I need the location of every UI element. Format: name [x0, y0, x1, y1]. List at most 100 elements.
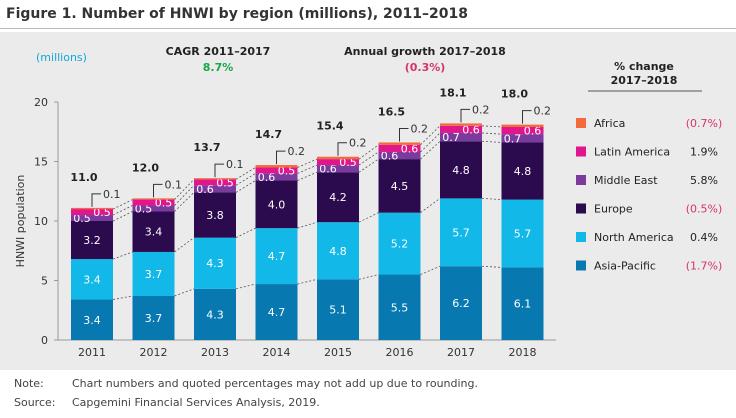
- total-label: 18.0: [501, 88, 528, 101]
- legend-label: North America: [594, 231, 674, 244]
- connector-line: [112, 251, 133, 260]
- bar-segment-africa: [255, 165, 298, 168]
- bar-segment-middle-east: [255, 173, 298, 181]
- bar-segment-latin-america: [194, 179, 236, 186]
- bar-segment-africa: [501, 124, 544, 127]
- bar-segment-latin-america: [255, 167, 298, 174]
- x-tick-label: 2017: [447, 346, 475, 359]
- legend-swatch: [576, 232, 586, 242]
- legend-change: (0.7%): [686, 117, 723, 130]
- connector-line: [235, 180, 256, 193]
- data-label: 4.8: [514, 165, 532, 178]
- bar-segment-asia-pacific: [255, 284, 298, 340]
- callout-line: [399, 127, 409, 142]
- bar-segment-africa: [132, 198, 175, 200]
- bar-segment-africa: [440, 123, 482, 126]
- bar-segment-north-america: [440, 198, 482, 267]
- bar-segment-north-america: [378, 212, 421, 275]
- data-label: 5.1: [329, 304, 347, 317]
- annual-growth-label: Annual growth 2017–2018: [344, 45, 506, 58]
- legend-label: Europe: [594, 203, 633, 216]
- y-axis-label: HNWI population: [14, 175, 27, 268]
- data-label: 0.5: [155, 197, 173, 210]
- y-tick-label: 20: [34, 96, 48, 109]
- bar-segment-latin-america: [501, 126, 544, 135]
- bar-segment-north-america: [317, 222, 359, 280]
- callout-line: [522, 110, 532, 124]
- data-label: 3.4: [83, 273, 101, 286]
- callout-line: [337, 142, 347, 156]
- africa-data-label: 0.1: [226, 158, 244, 171]
- bar-segment-europe: [132, 211, 175, 252]
- connector-line: [420, 198, 441, 213]
- source-label: Source:: [14, 396, 56, 409]
- connector-line: [358, 144, 379, 160]
- connector-line: [420, 125, 441, 146]
- legend-header-line1: % change: [614, 60, 674, 73]
- connector-line: [420, 140, 441, 160]
- bar-segment-north-america: [71, 259, 113, 300]
- data-label: 3.8: [206, 209, 224, 222]
- bar-segment-north-america: [255, 228, 298, 285]
- data-label: 0.6: [258, 171, 276, 184]
- data-label: 4.7: [268, 250, 286, 263]
- connector-line: [358, 158, 379, 173]
- connector-line: [174, 185, 195, 206]
- connector-line: [358, 212, 379, 223]
- bar-segment-asia-pacific: [71, 299, 113, 340]
- bar-segment-latin-america: [132, 199, 175, 206]
- bar-segment-asia-pacific: [194, 288, 236, 340]
- africa-data-label: 0.2: [411, 122, 429, 135]
- data-label: 5.5: [391, 301, 409, 314]
- callout-line: [91, 193, 101, 207]
- bar-segment-africa: [71, 207, 113, 210]
- data-label: 6.1: [514, 298, 532, 311]
- title-divider: [0, 28, 736, 29]
- note-line: Note: Chart numbers and quoted percentage…: [14, 377, 478, 390]
- bar-segment-asia-pacific: [378, 274, 421, 340]
- data-label: 0.6: [319, 163, 337, 176]
- connector-line: [112, 295, 133, 300]
- legend-swatch: [576, 203, 586, 214]
- data-label: 0.5: [339, 156, 357, 169]
- connector-line: [358, 274, 379, 280]
- connector-line: [297, 171, 318, 181]
- bar-segment-middle-east: [71, 215, 113, 221]
- legend-change: 0.4%: [690, 231, 718, 244]
- connector-line: [174, 179, 195, 200]
- legend-swatch: [576, 146, 586, 157]
- source-line: Source: Capgemini Financial Services Anal…: [14, 396, 320, 409]
- total-label: 11.0: [70, 171, 97, 184]
- x-tick-label: 2014: [263, 346, 291, 359]
- connector-line: [420, 265, 441, 275]
- total-label: 18.1: [439, 86, 466, 99]
- africa-data-label: 0.2: [288, 145, 306, 158]
- data-label: 4.3: [206, 257, 224, 270]
- chart-panel: [0, 32, 736, 370]
- connector-line: [420, 132, 441, 153]
- connector-line: [297, 221, 318, 229]
- bar-segment-north-america: [501, 199, 544, 268]
- bar-segment-latin-america: [317, 159, 359, 166]
- bar-segment-europe: [71, 221, 113, 260]
- y-tick-label: 15: [34, 156, 48, 169]
- bar-segment-asia-pacific: [132, 295, 175, 340]
- bar-segment-europe: [255, 180, 298, 229]
- bar-segment-europe: [317, 172, 359, 223]
- data-label: 4.3: [206, 308, 224, 321]
- data-label: 5.2: [391, 238, 409, 251]
- bar-segment-europe: [194, 192, 236, 238]
- bar-segment-middle-east: [378, 151, 421, 160]
- legend-change: (0.5%): [686, 203, 723, 216]
- connector-line: [481, 140, 502, 143]
- data-label: 3.4: [145, 226, 163, 239]
- connector-line: [481, 197, 502, 200]
- connector-line: [174, 192, 195, 212]
- annual-growth-value: (0.3%): [405, 61, 446, 74]
- data-label: 4.8: [329, 245, 347, 258]
- connector-line: [174, 237, 195, 253]
- figure-title: Figure 1. Number of HNWI by region (mill…: [6, 6, 468, 22]
- connector-line: [481, 265, 502, 268]
- data-label: 3.7: [145, 268, 163, 281]
- x-tick-label: 2016: [386, 346, 414, 359]
